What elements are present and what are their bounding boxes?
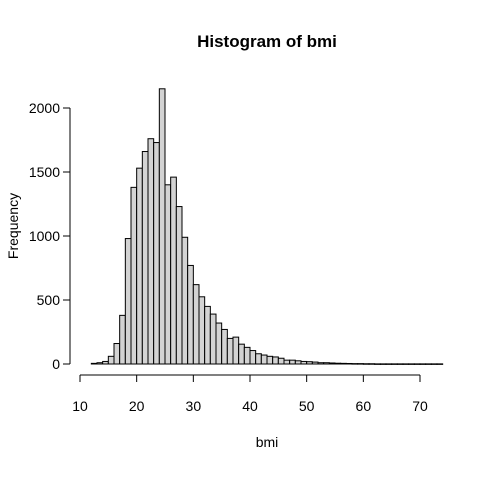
y-tick-label: 2000 — [29, 100, 60, 116]
y-axis: 0 500 1000 1500 2000 — [29, 100, 71, 372]
histogram-bar — [277, 357, 285, 365]
x-tick-label: 50 — [299, 398, 315, 414]
y-axis-label: Frequency — [5, 193, 21, 259]
histogram-bar — [158, 88, 166, 365]
x-tick-label: 30 — [186, 398, 202, 414]
histogram-bar — [147, 138, 155, 365]
histogram-bar — [90, 362, 98, 365]
histogram-bar — [306, 361, 313, 365]
histogram-bar — [396, 363, 404, 365]
histogram-bar — [368, 363, 376, 365]
bars-group — [90, 88, 444, 365]
histogram-bar — [357, 363, 364, 365]
histogram-bar — [328, 362, 336, 365]
histogram-bar — [136, 167, 143, 365]
histogram-bar — [351, 363, 359, 365]
x-axis-label: bmi — [256, 434, 279, 450]
histogram-bar — [96, 362, 104, 365]
histogram-bar — [260, 354, 268, 365]
histogram-bar — [408, 363, 415, 365]
x-tick-label: 60 — [356, 398, 372, 414]
histogram-bar — [430, 363, 438, 365]
x-tick-label: 10 — [72, 398, 88, 414]
histogram-bar — [266, 355, 274, 365]
x-tick-label: 40 — [242, 398, 258, 414]
histogram-bar — [374, 363, 381, 365]
histogram-bar — [362, 363, 370, 365]
histogram-bar — [141, 151, 149, 365]
histogram-bar — [232, 336, 240, 365]
y-tick-label: 1500 — [29, 164, 60, 180]
histogram-bar — [249, 350, 257, 365]
histogram-bar — [130, 186, 138, 365]
histogram-bar — [436, 363, 444, 365]
histogram-bar — [170, 176, 177, 365]
histogram-bar — [402, 363, 410, 365]
histogram-bar — [413, 363, 421, 365]
histogram-bar — [272, 356, 279, 365]
histogram-bar — [294, 360, 302, 365]
histogram-bar — [187, 264, 194, 365]
histogram-bar — [102, 360, 109, 365]
histogram-bar — [164, 184, 172, 365]
histogram-bar — [107, 355, 115, 365]
histogram-bar — [255, 353, 262, 365]
histogram-bar — [317, 362, 325, 365]
histogram-bar — [238, 343, 245, 365]
histogram-bar — [181, 236, 189, 365]
histogram-bar — [243, 346, 251, 365]
histogram-bar — [119, 314, 126, 365]
histogram-bar — [340, 362, 347, 365]
histogram-bar — [221, 328, 228, 365]
histogram-bar — [345, 362, 353, 365]
histogram-bar — [334, 362, 342, 365]
histogram-bar — [175, 206, 183, 365]
histogram-bar — [204, 305, 211, 365]
histogram-bar — [311, 361, 319, 365]
y-tick-label: 500 — [37, 292, 61, 308]
histogram-bar — [289, 359, 296, 365]
histogram-bar — [425, 363, 432, 365]
histogram-bar — [300, 360, 308, 365]
histogram-bar — [198, 296, 206, 365]
histogram-bar — [215, 322, 223, 365]
x-tick-label: 20 — [129, 398, 145, 414]
histogram-bar — [385, 363, 393, 365]
x-axis: 10 20 30 40 50 60 70 — [72, 374, 428, 414]
histogram-bar — [379, 363, 387, 365]
histogram-bar — [226, 337, 234, 365]
histogram-bar — [192, 284, 200, 365]
y-tick-label: 1000 — [29, 228, 60, 244]
histogram-bar — [391, 363, 398, 365]
histogram-bar — [323, 362, 330, 365]
histogram-bar — [283, 359, 291, 365]
histogram-bar — [113, 343, 121, 365]
x-tick-label: 70 — [412, 398, 428, 414]
chart-title: Histogram of bmi — [197, 32, 337, 51]
histogram-bar — [124, 238, 132, 365]
histogram-bar — [209, 313, 217, 365]
y-tick-label: 0 — [52, 356, 60, 372]
histogram-bar — [153, 142, 160, 365]
histogram-bar — [419, 363, 427, 365]
